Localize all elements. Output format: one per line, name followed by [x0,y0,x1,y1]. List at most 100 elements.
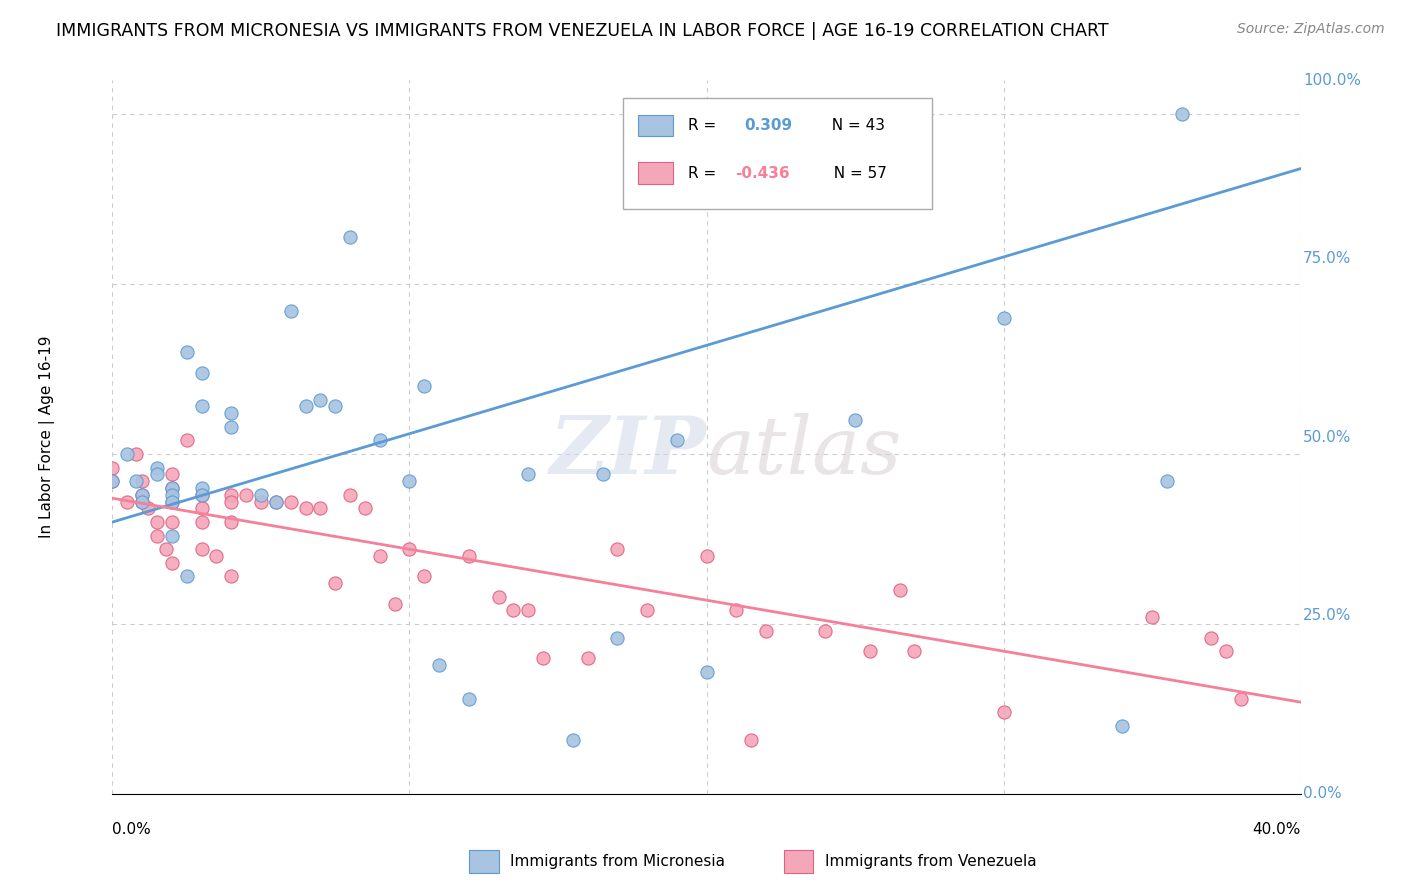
Point [190,366,212,380]
Point [264,494,287,508]
Text: N = 43: N = 43 [821,118,884,133]
Point [190,501,212,516]
Point [117,447,139,461]
Text: atlas: atlas [707,413,901,490]
Point [160,515,183,529]
Text: 0.0%: 0.0% [112,822,152,838]
Point [146,467,169,482]
Point [264,494,287,508]
Point [160,481,183,495]
Point [219,406,242,420]
Point [235,488,257,502]
Point [146,528,169,542]
Point [859,644,882,658]
Point [280,304,302,318]
Point [101,475,124,489]
Text: 0.309: 0.309 [745,118,793,133]
Point [101,475,124,489]
Point [160,488,183,502]
Point [280,494,302,508]
FancyBboxPatch shape [783,850,814,873]
Point [176,434,198,448]
Point [1201,631,1223,645]
Point [160,494,183,508]
Point [531,651,554,665]
Point [219,420,242,434]
Point [131,494,153,508]
Point [561,732,583,747]
Point [190,488,212,502]
Point [696,549,718,563]
Point [844,413,866,427]
Point [160,467,183,482]
Point [219,515,242,529]
Text: 100.0%: 100.0% [1303,73,1361,87]
Text: Immigrants from Venezuela: Immigrants from Venezuela [825,855,1038,869]
Point [190,481,212,495]
Point [219,494,242,508]
Point [606,631,628,645]
Text: R =: R = [688,166,721,180]
Point [294,501,316,516]
Point [889,582,911,597]
Point [339,488,361,502]
Point [993,706,1015,720]
Point [250,488,273,502]
FancyBboxPatch shape [470,850,499,873]
Text: Immigrants from Micronesia: Immigrants from Micronesia [510,855,725,869]
Text: 40.0%: 40.0% [1253,822,1301,838]
Point [309,501,332,516]
Point [155,542,177,557]
Point [398,475,420,489]
Point [131,488,153,502]
Point [250,494,273,508]
Point [294,400,316,414]
Point [146,460,169,475]
Point [190,515,212,529]
Point [117,494,139,508]
Text: ZIP: ZIP [550,413,707,490]
Point [219,488,242,502]
Point [606,542,628,557]
Point [131,488,153,502]
Point [384,597,406,611]
Point [136,501,159,516]
Point [413,379,436,393]
Point [488,590,510,604]
FancyBboxPatch shape [637,114,673,136]
Text: -0.436: -0.436 [735,166,790,180]
Point [993,311,1015,326]
Text: R =: R = [688,118,725,133]
Text: N = 57: N = 57 [824,166,887,180]
Point [636,603,658,617]
Point [309,392,332,407]
Text: 0.0%: 0.0% [1303,787,1341,801]
Point [176,569,198,583]
Point [1170,107,1192,121]
Point [696,665,718,679]
Point [323,400,346,414]
Text: 50.0%: 50.0% [1303,430,1351,444]
Point [205,549,228,563]
Point [457,691,479,706]
Point [517,603,540,617]
Point [665,434,688,448]
Point [1140,610,1163,624]
Point [725,603,748,617]
FancyBboxPatch shape [623,98,932,209]
Point [814,624,837,638]
Text: Source: ZipAtlas.com: Source: ZipAtlas.com [1237,22,1385,37]
Point [398,542,420,557]
Point [740,732,762,747]
Point [190,488,212,502]
Point [146,515,169,529]
Point [1156,475,1178,489]
Point [427,657,450,672]
Point [457,549,479,563]
Point [903,644,925,658]
Point [1111,719,1133,733]
Point [576,651,599,665]
Point [176,345,198,359]
Point [413,569,436,583]
Point [131,475,153,489]
